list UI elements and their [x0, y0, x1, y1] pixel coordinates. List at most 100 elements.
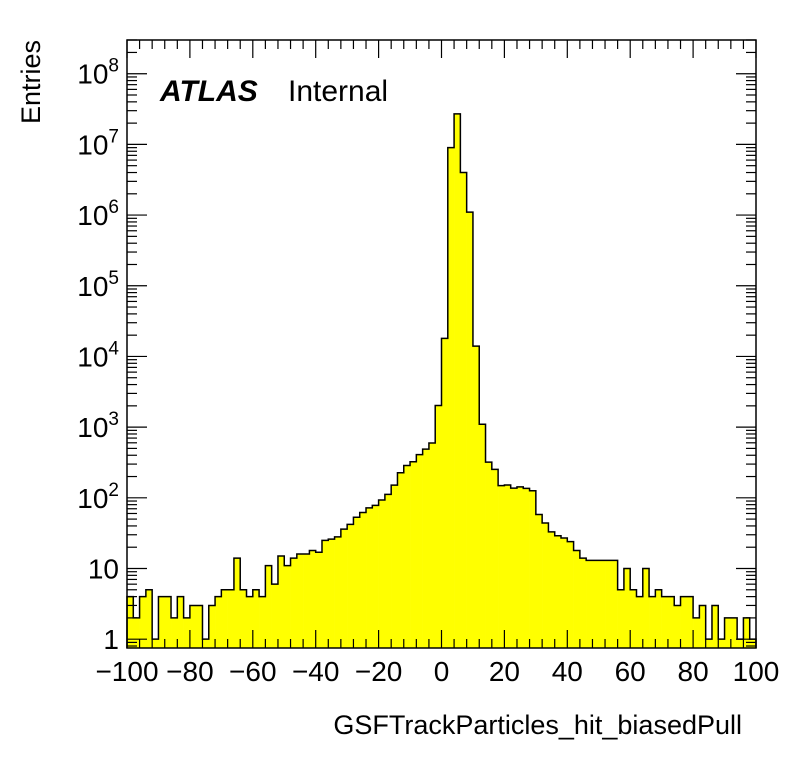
histogram-bar	[567, 541, 574, 648]
histogram-bar	[189, 605, 197, 648]
histogram-bar	[730, 617, 738, 648]
histogram-bar	[227, 589, 235, 648]
x-tick-label: 60	[615, 656, 646, 687]
histogram-bar	[586, 560, 593, 648]
histogram-bar	[384, 494, 392, 648]
histogram-bar	[579, 558, 587, 648]
x-tick-label: −80	[166, 656, 214, 687]
histogram-bar	[152, 639, 159, 648]
histogram-bar	[636, 596, 644, 648]
histogram-bar	[221, 589, 228, 648]
histogram-bar	[743, 617, 751, 648]
histogram-bar	[504, 484, 511, 648]
histogram-bar	[240, 589, 247, 648]
histogram-bar	[693, 617, 700, 648]
histogram-bar	[711, 605, 719, 648]
histogram-bar	[749, 639, 757, 648]
histogram-bar	[661, 596, 669, 648]
histogram-bar	[183, 617, 191, 648]
histogram-bar	[347, 524, 354, 648]
histogram-bar	[516, 486, 524, 648]
histogram-bar	[535, 514, 543, 648]
histogram-bar	[454, 113, 461, 648]
y-tick-label: 107	[77, 126, 119, 160]
histogram-bar	[303, 554, 310, 648]
histogram-bar	[623, 568, 631, 648]
histogram-bar	[498, 485, 505, 648]
internal-label: Internal	[288, 75, 388, 108]
histogram-bar	[366, 507, 373, 648]
histogram-bar	[655, 589, 662, 648]
histogram-bar	[353, 517, 361, 648]
x-tick-label: 80	[678, 656, 709, 687]
histogram-bar	[642, 568, 650, 648]
histogram-bar	[208, 605, 216, 648]
histogram-bar	[378, 500, 386, 648]
y-tick-label: 103	[77, 409, 119, 443]
histogram-bar	[542, 523, 549, 648]
y-tick-label: 104	[77, 338, 119, 372]
histogram-bar	[246, 596, 254, 648]
y-axis-title: Entries	[16, 40, 46, 124]
x-tick-label: −20	[355, 656, 403, 687]
histogram-bar	[460, 172, 467, 648]
histogram-bar	[252, 589, 260, 648]
histogram-bar	[466, 212, 474, 648]
histogram-bar	[296, 554, 304, 648]
histogram-bar	[215, 596, 222, 648]
x-tick-label: −60	[229, 656, 277, 687]
x-tick-label: 40	[552, 656, 583, 687]
histogram-bar	[410, 461, 417, 648]
histogram-bar	[196, 605, 203, 648]
histogram-bar	[397, 472, 405, 648]
histogram-bar	[667, 596, 675, 648]
histogram-bar	[686, 596, 694, 648]
y-tick-label: 1	[103, 624, 119, 655]
histogram-bar	[309, 550, 316, 648]
histogram-bar	[718, 639, 725, 648]
axis-tick-labels: −100 −80 −60 −40 −20 0 20 40 60 80 100 1 10 102 103 104…	[77, 56, 779, 687]
histogram-bar	[391, 485, 398, 648]
histogram-bar	[271, 584, 279, 648]
x-axis-title: GSFTrackParticles_hit_biasedPull	[333, 710, 742, 740]
histogram-bar	[334, 536, 342, 648]
histogram-bar	[372, 505, 379, 648]
histogram-bar	[139, 596, 147, 648]
histogram-bar	[171, 617, 178, 648]
histogram-bar	[573, 550, 581, 648]
histogram-bar	[428, 443, 436, 648]
histogram-bar	[649, 596, 656, 648]
histogram-bar	[447, 147, 455, 649]
histogram-bar	[472, 346, 480, 648]
histogram-bar	[290, 558, 298, 648]
histogram-bar	[177, 596, 184, 648]
histogram-bar	[674, 605, 681, 648]
histogram-bar	[127, 596, 134, 648]
histogram-bar	[548, 531, 556, 648]
histogram-bar	[561, 537, 568, 648]
histogram-bar	[485, 462, 493, 648]
histogram-bar	[145, 589, 153, 648]
histogram-bar	[592, 560, 600, 648]
histogram-outline	[126, 113, 757, 648]
histogram-bar	[321, 540, 329, 648]
histogram-bar	[277, 556, 285, 648]
histogram-bar	[737, 639, 744, 648]
histogram-bar	[680, 596, 688, 648]
histogram-bar	[315, 552, 323, 648]
y-tick-label: 102	[77, 480, 119, 514]
histogram-bar	[491, 469, 499, 648]
histogram-bar	[529, 490, 537, 648]
histogram-bar	[435, 405, 442, 648]
histogram-bar	[422, 449, 430, 648]
histogram-bar	[158, 596, 166, 648]
x-tick-label: 100	[733, 656, 780, 687]
histogram-bar	[617, 589, 625, 648]
y-tick-label: 10	[88, 553, 119, 584]
histogram-bar	[705, 639, 713, 648]
histogram-bar	[265, 565, 272, 648]
histogram-bars	[127, 113, 757, 649]
histogram-bar	[724, 617, 732, 648]
histogram-bar	[510, 488, 518, 648]
